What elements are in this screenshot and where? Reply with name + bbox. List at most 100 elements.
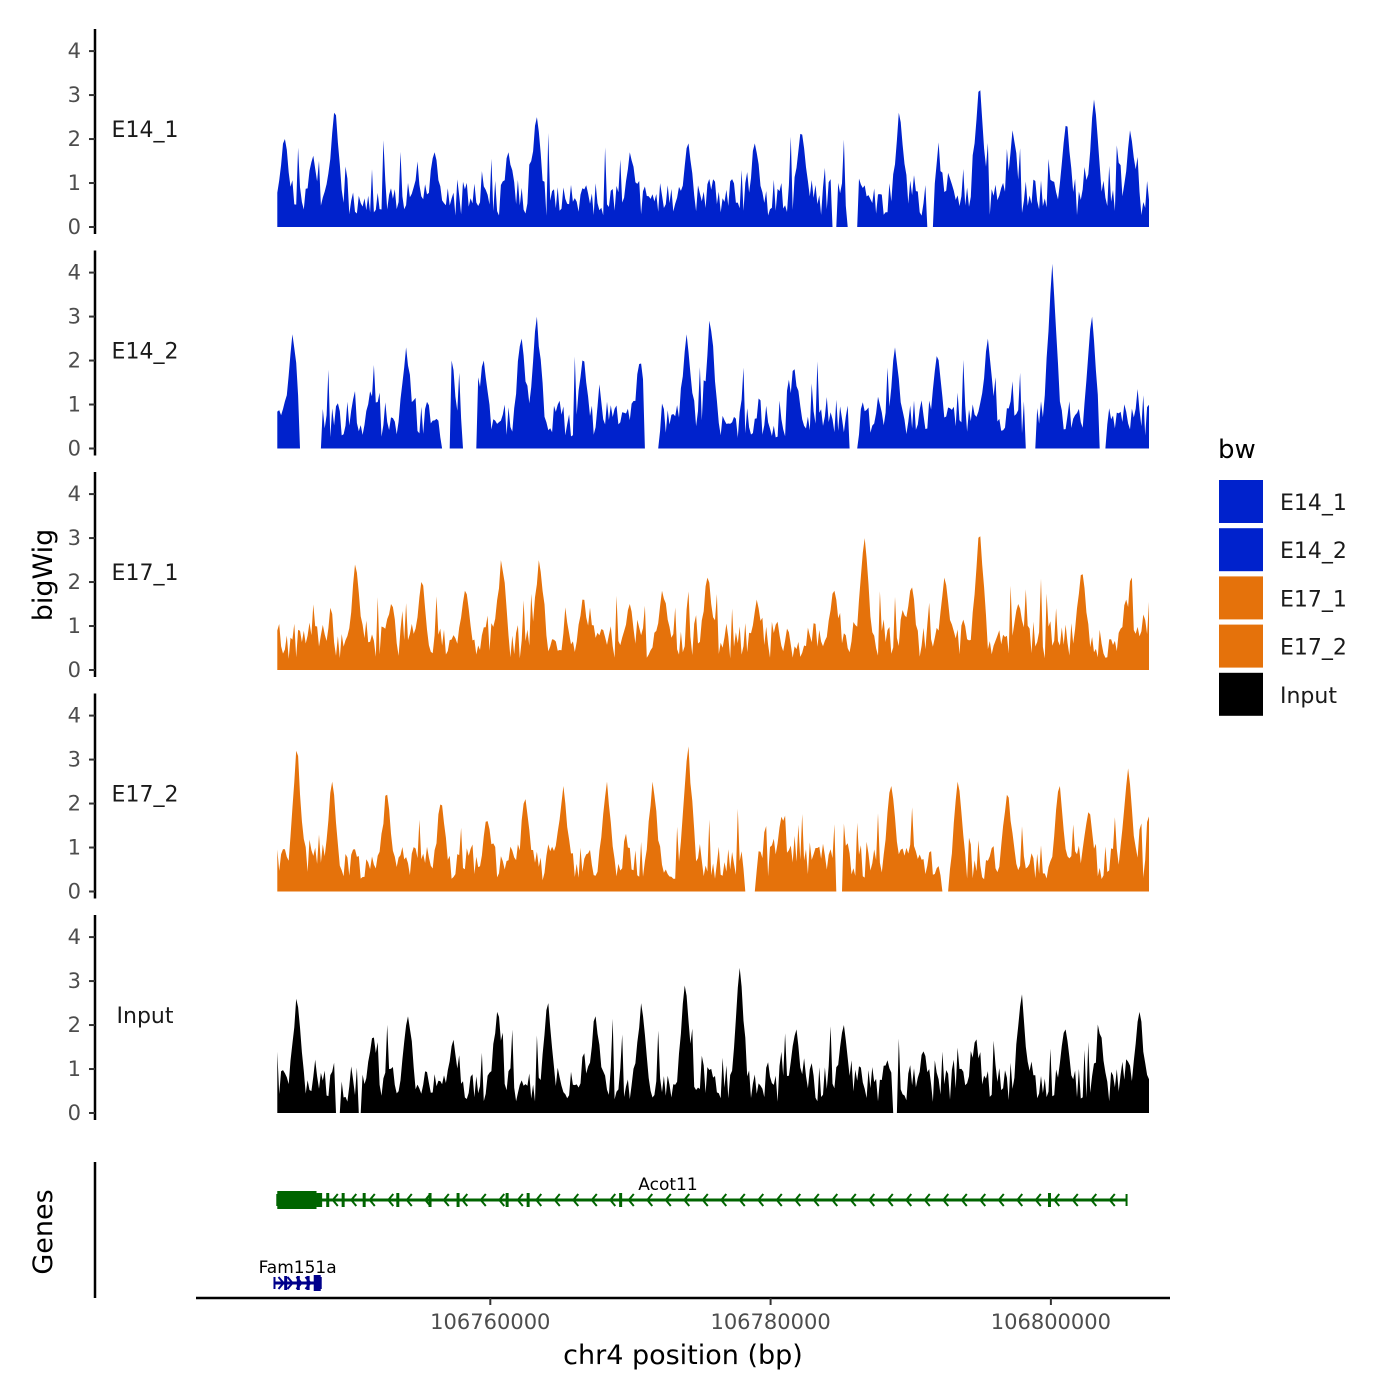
strand-chevron [719,1193,728,1207]
exon-mark [362,1193,366,1207]
exon-mark [1047,1193,1051,1207]
strand-chevron [904,1193,913,1207]
y-tick-label: 0 [68,215,81,239]
y-tick-label: 4 [68,482,81,506]
strand-chevron [775,1193,783,1207]
track-E14_1: 0 1 2 3 4 E14_1 [68,29,1149,239]
track-E17_2: 0 1 2 3 4 E17_2 [68,693,1149,904]
legend-label: E14_1 [1280,491,1347,516]
gene-label: Acot11 [638,1175,697,1195]
strand-chevron [645,1193,654,1207]
gene-Acot11: Acot11 [276,1175,1128,1209]
gene-panel: Genes Acot11 Fam151a [28,1162,1128,1298]
strand-chevron [701,1193,709,1207]
y-tick-label: 3 [68,83,81,107]
strand-chevron [608,1193,617,1207]
exon-block [316,1193,323,1207]
coverage-area [277,536,1149,670]
strand-chevron [867,1193,876,1207]
exon-block [277,1191,317,1209]
y-tick-label: 0 [68,658,81,682]
strand-chevron [756,1193,765,1207]
strand-chevron [349,1193,358,1207]
strand-chevron [812,1193,820,1207]
track-label: E14_2 [112,339,179,364]
exon-mark [315,1276,319,1290]
strand-chevron [664,1193,672,1207]
legend-swatch-E17_2 [1219,624,1263,668]
coverage-area [277,967,1149,1113]
legend-label: E17_1 [1280,587,1347,612]
strand-chevron [978,1193,987,1207]
y-tick-label: 2 [68,792,81,816]
strand-chevron [571,1193,580,1207]
gene-Fam151a: Fam151a [259,1258,337,1291]
coverage-area [277,263,1149,449]
exon-mark [396,1193,400,1207]
strand-chevron [405,1193,413,1207]
strand-chevron [793,1193,802,1207]
x-tick-label: 106780000 [710,1310,830,1334]
track-label: E17_1 [112,561,179,586]
legend: bw E14_1 E14_2 E17_1 E17_2 Input [1218,435,1347,716]
strand-chevron [627,1193,635,1207]
track-E14_2: 0 1 2 3 4 E14_2 [68,250,1149,461]
coverage-area [277,90,1149,227]
exon-mark [341,1193,345,1207]
legend-swatch-E17_1 [1219,576,1263,620]
legend-swatch-E14_2 [1219,528,1263,572]
y-tick-label: 0 [68,880,81,904]
strand-chevron [923,1193,931,1207]
strand-chevron [479,1193,487,1207]
x-tick-label: 106800000 [991,1310,1111,1334]
y-tick-label: 3 [68,526,81,550]
y-tick-label: 1 [68,614,81,638]
exon-mark [428,1193,432,1207]
strand-chevron [534,1193,543,1207]
legend-title: bw [1218,435,1256,465]
strand-chevron [830,1193,839,1207]
strand-chevron [497,1193,506,1207]
y-tick-label: 2 [68,1013,81,1037]
y-tick-label: 1 [68,171,81,195]
coverage-area [277,746,1149,892]
legend-swatch-Input [1219,672,1263,716]
strand-chevron [386,1193,395,1207]
y-tick-label: 0 [68,437,81,461]
strand-chevron [1071,1193,1079,1207]
strand-chevron [941,1193,950,1207]
strand-chevron [277,1276,285,1290]
legend-label: E14_2 [1280,539,1347,564]
track-label: Input [117,1004,174,1029]
strand-chevron [738,1193,746,1207]
strand-chevron [1108,1193,1116,1207]
legend-label: Input [1280,684,1337,709]
y-tick-label: 1 [68,1057,81,1081]
strand-chevron [1089,1193,1098,1207]
track-E17_1: 0 1 2 3 4 E17_1 [68,472,1149,682]
exon-mark [326,1193,330,1207]
strand-chevron [682,1193,691,1207]
strand-chevron [331,1193,339,1207]
genes-axis-title: Genes [28,1189,59,1274]
y-tick-label: 4 [68,261,81,285]
y-tick-label: 4 [68,39,81,63]
y-axis-title: bigWig [28,529,59,622]
track-label: E17_2 [112,782,179,807]
x-tick-label: 106760000 [430,1310,550,1334]
y-tick-label: 1 [68,836,81,860]
y-tick-label: 3 [68,748,81,772]
y-tick-label: 3 [68,969,81,993]
exon-mark [456,1193,460,1207]
exon-mark [296,1276,300,1290]
x-axis: chr4 position (bp) 106760000 106780000 106… [196,1296,1170,1371]
bigwig-tracks: 0 1 2 3 4 E14_1 0 1 2 3 4 E14_2 0 1 2 3 4 E17_1 0 1 2 3 4 E17_2… [68,29,1149,1125]
exon-mark [284,1276,288,1290]
exon-mark [526,1193,530,1207]
strand-chevron [1052,1193,1061,1207]
strand-chevron [460,1193,469,1207]
strand-chevron [1015,1193,1024,1207]
y-tick-label: 1 [68,393,81,417]
x-axis-title: chr4 position (bp) [563,1340,803,1371]
